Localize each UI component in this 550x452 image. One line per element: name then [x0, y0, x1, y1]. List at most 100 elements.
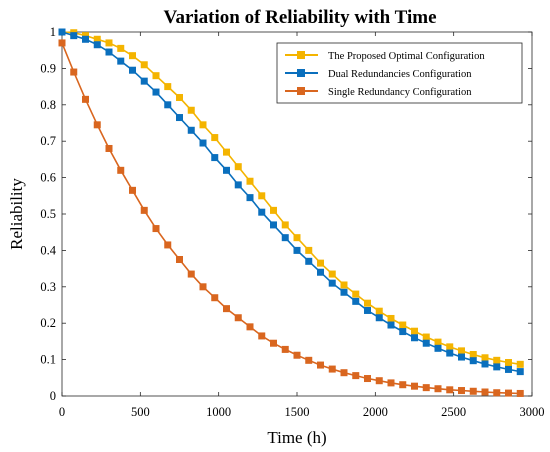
data-point	[117, 44, 125, 52]
data-point	[58, 39, 66, 47]
data-point	[258, 332, 266, 340]
x-tick-label: 1000	[206, 405, 231, 419]
series-line	[61, 31, 521, 366]
data-point	[446, 349, 454, 357]
data-point	[493, 363, 501, 371]
data-point	[411, 334, 418, 342]
data-point	[234, 163, 242, 171]
data-point	[458, 347, 465, 355]
data-point	[505, 389, 512, 397]
data-point	[105, 144, 113, 152]
legend-label: The Proposed Optimal Configuration	[328, 51, 485, 62]
data-point	[223, 166, 230, 174]
data-point	[281, 345, 289, 353]
y-tick-label: 1	[50, 25, 56, 39]
data-point	[305, 356, 313, 364]
data-point	[493, 356, 501, 364]
data-point	[387, 379, 395, 387]
data-point	[387, 314, 395, 322]
legend-swatch-marker	[297, 69, 305, 77]
y-tick-label: 0.9	[40, 61, 56, 75]
data-point	[399, 328, 407, 336]
data-point	[258, 208, 266, 216]
data-point	[328, 270, 336, 278]
y-tick-label: 0.5	[40, 207, 56, 221]
legend-swatch-marker	[297, 51, 305, 59]
data-point	[176, 114, 183, 122]
y-tick-label: 0.6	[40, 171, 56, 185]
data-point	[411, 382, 418, 390]
data-point	[293, 246, 301, 254]
data-point	[223, 305, 230, 313]
x-tick-label: 2000	[363, 405, 388, 419]
data-point	[140, 206, 148, 214]
x-tick-label: 2500	[441, 405, 466, 419]
chart-title: Variation of Reliability with Time	[163, 7, 436, 28]
data-point	[234, 181, 242, 189]
legend-swatch-marker	[297, 87, 305, 95]
data-point	[481, 360, 489, 368]
data-point	[140, 61, 148, 69]
data-point	[399, 381, 407, 389]
data-point	[70, 68, 78, 76]
x-tick-label: 500	[131, 405, 150, 419]
data-point	[469, 357, 477, 365]
data-point	[93, 41, 101, 49]
y-axis: 0 0.1 0.2 0.3 0.4 0.5 0.6 0.7 0.8 0.9 1	[40, 25, 532, 403]
x-tick-label: 3000	[520, 405, 545, 419]
data-point	[375, 307, 383, 315]
data-point	[187, 126, 195, 134]
series-line	[61, 31, 521, 373]
data-point	[340, 369, 348, 377]
data-point	[375, 314, 383, 322]
data-point	[317, 361, 324, 369]
data-point	[481, 354, 489, 362]
data-point	[446, 386, 454, 394]
data-point	[176, 94, 183, 102]
data-point	[152, 88, 160, 96]
data-point	[270, 221, 277, 229]
data-point	[422, 333, 430, 341]
data-point	[152, 72, 160, 80]
data-point	[328, 279, 336, 287]
legend: The Proposed Optimal Configuration Dual R…	[276, 42, 523, 104]
data-point	[434, 344, 442, 352]
data-point	[458, 353, 465, 361]
data-point	[293, 351, 301, 359]
legend-label: Dual Redundancies Configuration	[328, 69, 472, 80]
data-point	[82, 32, 89, 40]
legend-label: Single Redundancy Configuration	[328, 87, 472, 98]
data-point	[246, 194, 254, 202]
x-tick-label: 1500	[285, 405, 310, 419]
data-point	[58, 28, 66, 36]
data-point	[317, 259, 324, 267]
data-point	[328, 365, 336, 373]
data-point	[387, 321, 395, 329]
series-line	[61, 42, 521, 395]
data-point	[164, 241, 172, 249]
y-tick-label: 0.1	[40, 353, 56, 367]
data-point	[234, 314, 242, 322]
data-point	[317, 268, 324, 276]
data-point	[469, 387, 477, 395]
data-point	[305, 257, 313, 265]
data-point	[352, 290, 360, 298]
data-point	[352, 297, 360, 305]
data-point	[411, 327, 418, 335]
data-point	[70, 32, 78, 40]
data-point	[211, 154, 219, 162]
data-point	[176, 256, 183, 263]
data-point	[140, 77, 148, 85]
data-point	[164, 83, 172, 91]
data-point	[129, 186, 136, 194]
data-point	[211, 294, 219, 302]
data-point	[434, 385, 442, 393]
data-point	[117, 166, 125, 174]
data-point	[246, 323, 254, 331]
data-point	[422, 384, 430, 392]
data-point	[199, 121, 207, 129]
data-point	[199, 139, 207, 147]
data-point	[223, 148, 230, 156]
y-tick-label: 0.8	[40, 98, 56, 112]
data-point	[199, 283, 207, 291]
